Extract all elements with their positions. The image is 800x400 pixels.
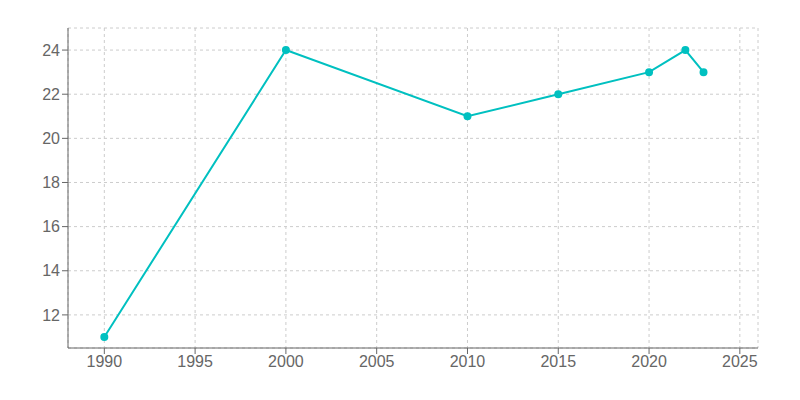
svg-text:1995: 1995 bbox=[177, 353, 213, 370]
svg-text:24: 24 bbox=[42, 42, 60, 59]
svg-text:14: 14 bbox=[42, 262, 60, 279]
svg-text:2025: 2025 bbox=[722, 353, 758, 370]
svg-text:2000: 2000 bbox=[268, 353, 304, 370]
svg-text:2020: 2020 bbox=[631, 353, 667, 370]
svg-text:2010: 2010 bbox=[450, 353, 486, 370]
svg-text:16: 16 bbox=[42, 218, 60, 235]
svg-text:18: 18 bbox=[42, 174, 60, 191]
svg-text:12: 12 bbox=[42, 307, 60, 324]
svg-text:1990: 1990 bbox=[87, 353, 123, 370]
svg-text:2005: 2005 bbox=[359, 353, 395, 370]
svg-text:2015: 2015 bbox=[540, 353, 576, 370]
svg-text:20: 20 bbox=[42, 130, 60, 147]
svg-text:22: 22 bbox=[42, 86, 60, 103]
